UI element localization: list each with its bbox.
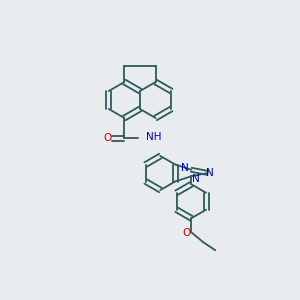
Text: NH: NH	[146, 132, 162, 142]
Text: N: N	[182, 163, 189, 173]
Text: O: O	[103, 133, 112, 143]
Text: N: N	[192, 174, 200, 184]
Text: N: N	[206, 168, 214, 178]
Text: O: O	[182, 228, 190, 238]
